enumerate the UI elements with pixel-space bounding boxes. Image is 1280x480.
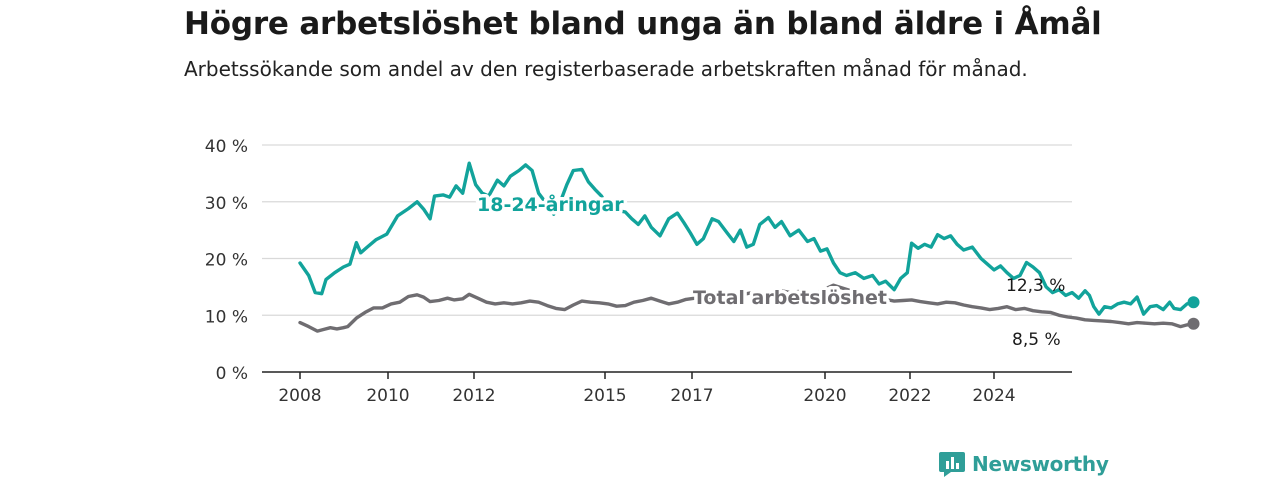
newsworthy-logo-icon: [939, 452, 965, 477]
youth-end-value-label: 12,3 %: [1006, 276, 1065, 296]
x-tick-label: 2022: [888, 386, 931, 406]
y-tick-label: 10 %: [205, 307, 248, 327]
grid-lines: [262, 144, 1072, 316]
y-tick-label: 40 %: [205, 137, 248, 157]
x-tick-label: 2012: [452, 386, 495, 406]
brand-name: Newsworthy: [972, 452, 1109, 476]
youth-series-label: 18-24-åringar: [477, 192, 624, 216]
total-end-value-label: 8,5 %: [1012, 330, 1061, 350]
x-tick-label: 2010: [366, 386, 409, 406]
chart-title: Högre arbetslöshet bland unga än bland ä…: [184, 6, 1102, 42]
y-tick-label: 0 %: [216, 364, 248, 384]
x-tick-label: 2008: [278, 386, 321, 406]
y-tick-label: 20 %: [205, 251, 248, 271]
total-series-label: Total arbetslöshet: [693, 287, 887, 309]
x-tick-label: 2015: [583, 386, 626, 406]
total-series-line: [298, 283, 1196, 333]
youth-series-line: [298, 161, 1196, 316]
x-tick-label: 2017: [670, 386, 713, 406]
chart-subtitle: Arbetssökande som andel av den registerb…: [184, 57, 1028, 81]
y-axis-ticks: 0 % 10 % 20 % 30 % 40 %: [205, 137, 248, 384]
series-lines: [298, 161, 1200, 333]
total-series-label-halo: Total arbetslöshet: [693, 287, 887, 309]
newsworthy-logo: Newsworthy: [938, 450, 1109, 478]
youth-series-label-halo: 18-24-åringar: [477, 192, 624, 216]
youth-end-point: [1187, 296, 1200, 309]
y-tick-label: 30 %: [205, 194, 248, 214]
x-tick-label: 2020: [803, 386, 846, 406]
x-tick-label: 2024: [972, 386, 1015, 406]
x-axis: 2008 2010 2012 2015 2017 2020 2022 2024: [262, 371, 1072, 406]
total-end-point: [1187, 317, 1200, 330]
